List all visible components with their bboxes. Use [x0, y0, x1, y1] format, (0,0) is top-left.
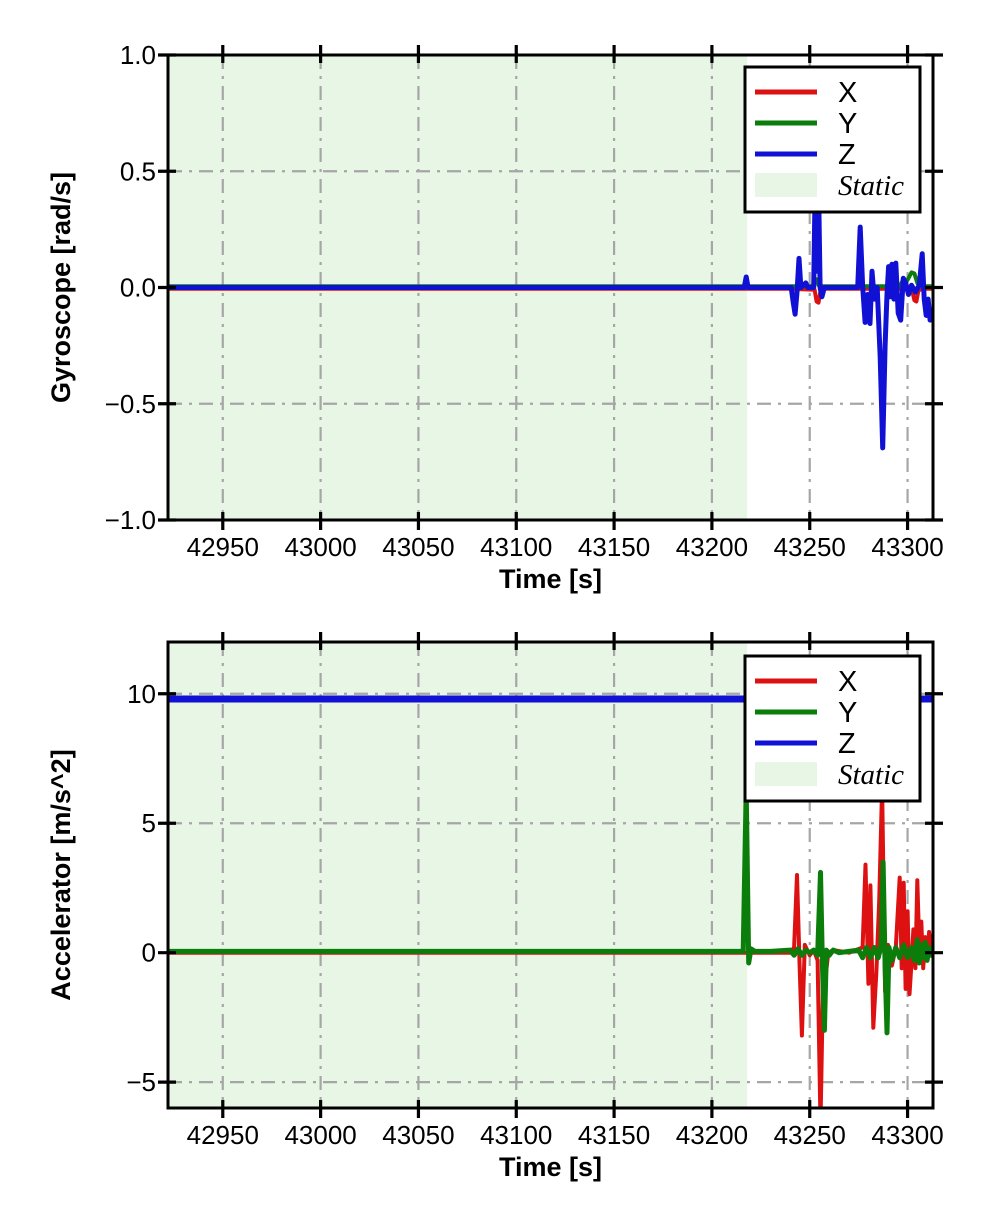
x-tick-label: 43050 — [382, 532, 454, 562]
x-tick-label: 43200 — [676, 532, 748, 562]
x-tick-label: 43050 — [382, 1120, 454, 1150]
y-tick-label: 0.5 — [120, 156, 156, 186]
x-tick-label: 43000 — [284, 532, 356, 562]
series-x-line — [168, 286, 933, 305]
legend-label-static: Static — [838, 170, 904, 202]
y-tick-label: 5 — [142, 808, 156, 838]
y-tick-label: 0 — [142, 938, 156, 968]
accelerator-plot: 42950 43000 43050 43100 43150 43200 43250 43300… — [46, 632, 944, 1182]
y-tick-label: 1.0 — [120, 40, 156, 70]
x-tick-label: 43300 — [871, 1120, 943, 1150]
x-tick-label: 43150 — [578, 1120, 650, 1150]
y-axis-label: Accelerator [m/s^2] — [46, 749, 76, 1000]
y-tick-label: 10 — [127, 679, 156, 709]
x-tick-label: 43300 — [871, 532, 943, 562]
legend-label-x: X — [838, 77, 857, 109]
legend-sample-patch-static — [755, 762, 817, 786]
x-tick-label: 43000 — [284, 1120, 356, 1150]
x-tick-label: 43250 — [774, 1120, 846, 1150]
y-tick-label: 0.0 — [120, 273, 156, 303]
y-axis-label: Gyroscope [rad/s] — [46, 172, 76, 403]
legend-label-static: Static — [838, 759, 904, 791]
x-tick-label: 43100 — [480, 532, 552, 562]
x-tick-label: 43200 — [676, 1120, 748, 1150]
x-tick-label: 42950 — [187, 1120, 259, 1150]
axes-border — [166, 640, 935, 1110]
legend-sample-patch-static — [755, 173, 817, 197]
series-z-line — [168, 180, 933, 451]
x-tick-label: 43250 — [774, 532, 846, 562]
x-axis-label: Time [s] — [499, 564, 602, 594]
tick-marks — [158, 632, 943, 1118]
y-tick-label: −0.5 — [105, 389, 156, 419]
legend-label-z: Z — [838, 139, 856, 171]
x-tick-label: 43150 — [578, 532, 650, 562]
gyroscope-plot: 42950 43000 43050 43100 43150 43200 43250 43300… — [46, 40, 944, 594]
y-tick-label: −5 — [126, 1067, 156, 1097]
tick-marks — [158, 45, 943, 530]
series-y-line — [168, 787, 933, 1036]
legend-label-y: Y — [838, 108, 857, 140]
static-region-shading — [168, 642, 748, 1108]
legend-label-y: Y — [838, 697, 857, 729]
legend-label-z: Z — [838, 728, 856, 760]
y-tick-label: −1.0 — [105, 505, 156, 535]
x-axis-label: Time [s] — [499, 1152, 602, 1182]
legend-label-x: X — [838, 666, 857, 698]
x-tick-label: 43100 — [480, 1120, 552, 1150]
x-tick-label: 42950 — [187, 532, 259, 562]
